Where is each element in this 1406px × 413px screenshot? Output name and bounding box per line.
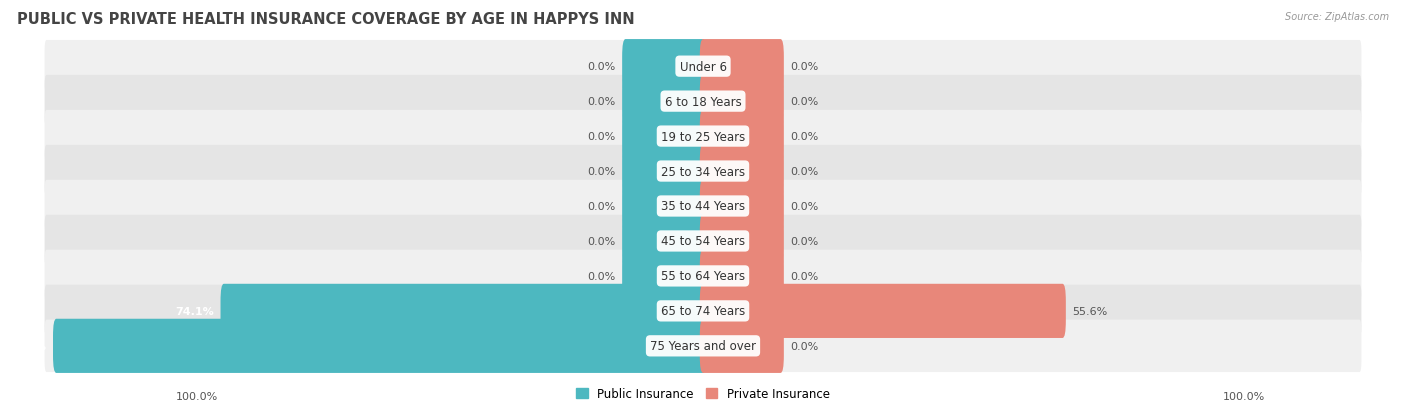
FancyBboxPatch shape bbox=[700, 180, 785, 233]
Text: 100.0%: 100.0% bbox=[176, 391, 218, 401]
Text: 100.0%: 100.0% bbox=[1223, 391, 1265, 401]
Text: Under 6: Under 6 bbox=[679, 61, 727, 74]
FancyBboxPatch shape bbox=[45, 76, 1361, 128]
Text: 74.1%: 74.1% bbox=[176, 306, 214, 316]
Text: 0.0%: 0.0% bbox=[588, 97, 616, 107]
FancyBboxPatch shape bbox=[45, 180, 1361, 233]
FancyBboxPatch shape bbox=[45, 285, 1361, 337]
FancyBboxPatch shape bbox=[621, 214, 706, 268]
Text: 100.0%: 100.0% bbox=[0, 341, 46, 351]
Text: 55.6%: 55.6% bbox=[1073, 306, 1108, 316]
FancyBboxPatch shape bbox=[45, 145, 1361, 198]
FancyBboxPatch shape bbox=[621, 110, 706, 164]
FancyBboxPatch shape bbox=[621, 180, 706, 233]
FancyBboxPatch shape bbox=[45, 111, 1361, 163]
Text: 35 to 44 Years: 35 to 44 Years bbox=[661, 200, 745, 213]
Text: 0.0%: 0.0% bbox=[790, 341, 818, 351]
FancyBboxPatch shape bbox=[221, 284, 706, 338]
FancyBboxPatch shape bbox=[700, 284, 1066, 338]
Text: 6 to 18 Years: 6 to 18 Years bbox=[665, 95, 741, 108]
Text: 19 to 25 Years: 19 to 25 Years bbox=[661, 130, 745, 143]
Text: 0.0%: 0.0% bbox=[588, 236, 616, 247]
FancyBboxPatch shape bbox=[700, 319, 785, 373]
FancyBboxPatch shape bbox=[700, 110, 785, 164]
Text: 0.0%: 0.0% bbox=[790, 166, 818, 177]
Text: 0.0%: 0.0% bbox=[790, 132, 818, 142]
FancyBboxPatch shape bbox=[621, 75, 706, 129]
FancyBboxPatch shape bbox=[621, 145, 706, 199]
Text: 25 to 34 Years: 25 to 34 Years bbox=[661, 165, 745, 178]
FancyBboxPatch shape bbox=[45, 215, 1361, 268]
FancyBboxPatch shape bbox=[700, 145, 785, 199]
Text: 45 to 54 Years: 45 to 54 Years bbox=[661, 235, 745, 248]
FancyBboxPatch shape bbox=[700, 40, 785, 94]
Legend: Public Insurance, Private Insurance: Public Insurance, Private Insurance bbox=[571, 382, 835, 405]
Text: 55 to 64 Years: 55 to 64 Years bbox=[661, 270, 745, 283]
FancyBboxPatch shape bbox=[700, 249, 785, 303]
FancyBboxPatch shape bbox=[700, 214, 785, 268]
Text: 75 Years and over: 75 Years and over bbox=[650, 339, 756, 352]
Text: 0.0%: 0.0% bbox=[588, 271, 616, 281]
Text: 0.0%: 0.0% bbox=[790, 236, 818, 247]
Text: 0.0%: 0.0% bbox=[588, 202, 616, 211]
FancyBboxPatch shape bbox=[700, 75, 785, 129]
FancyBboxPatch shape bbox=[45, 250, 1361, 302]
FancyBboxPatch shape bbox=[45, 41, 1361, 93]
FancyBboxPatch shape bbox=[621, 40, 706, 94]
Text: 0.0%: 0.0% bbox=[588, 62, 616, 72]
Text: 0.0%: 0.0% bbox=[790, 97, 818, 107]
Text: 0.0%: 0.0% bbox=[790, 271, 818, 281]
Text: PUBLIC VS PRIVATE HEALTH INSURANCE COVERAGE BY AGE IN HAPPYS INN: PUBLIC VS PRIVATE HEALTH INSURANCE COVER… bbox=[17, 12, 634, 27]
Text: 65 to 74 Years: 65 to 74 Years bbox=[661, 305, 745, 318]
Text: 0.0%: 0.0% bbox=[790, 202, 818, 211]
FancyBboxPatch shape bbox=[621, 249, 706, 303]
Text: 0.0%: 0.0% bbox=[588, 166, 616, 177]
Text: Source: ZipAtlas.com: Source: ZipAtlas.com bbox=[1285, 12, 1389, 22]
Text: 0.0%: 0.0% bbox=[588, 132, 616, 142]
Text: 0.0%: 0.0% bbox=[790, 62, 818, 72]
FancyBboxPatch shape bbox=[53, 319, 706, 373]
FancyBboxPatch shape bbox=[45, 320, 1361, 372]
